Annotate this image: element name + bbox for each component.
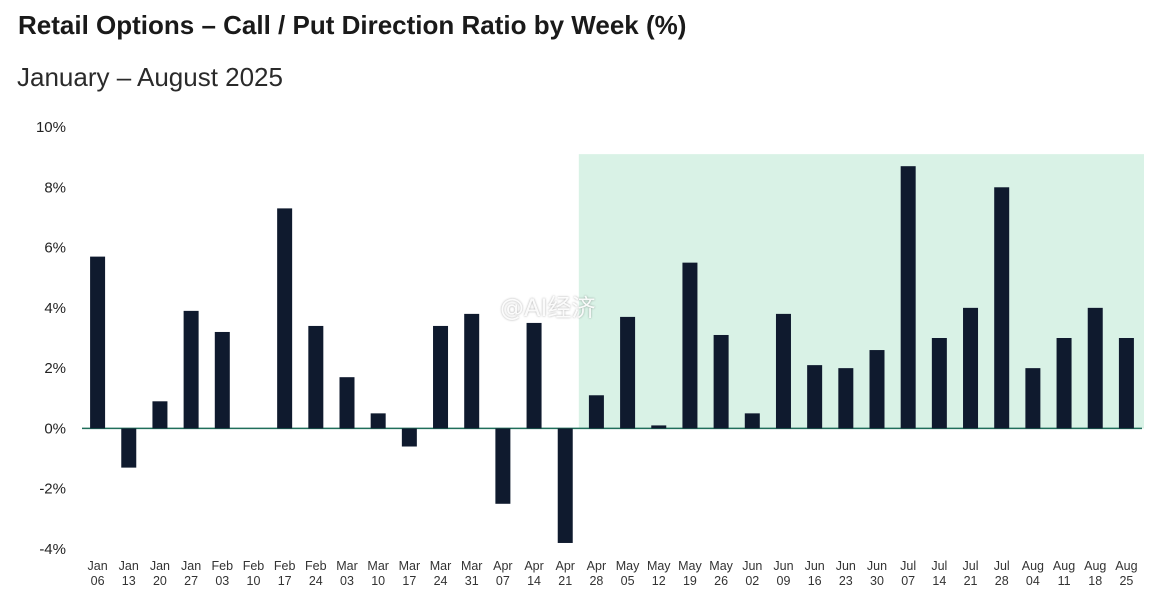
x-tick-label: Jun 30: [867, 559, 887, 588]
bar-jan-20: [152, 401, 168, 429]
x-tick-label: Jan 20: [150, 559, 170, 588]
bar-apr-07: [495, 428, 511, 504]
y-tick-label: 0%: [44, 420, 66, 437]
bar-aug-04: [1025, 368, 1041, 429]
x-tick-label: May 26: [709, 559, 733, 588]
x-tick-label: Aug 11: [1053, 559, 1075, 588]
y-tick-label: -4%: [39, 541, 66, 558]
bar-jun-30: [869, 350, 885, 429]
bar-may-12: [651, 425, 667, 429]
x-tick-label: Aug 18: [1084, 559, 1106, 588]
bars-layer: [90, 166, 1134, 543]
chart-title: Retail Options – Call / Put Direction Ra…: [18, 10, 687, 40]
highlight-region-layer: [578, 154, 1144, 429]
x-tick-label: Apr 07: [493, 559, 512, 588]
x-tick-label: Jun 16: [805, 559, 825, 588]
x-tick-label: Feb 10: [243, 559, 265, 588]
x-tick-label: Jan 27: [181, 559, 201, 588]
x-tick-label: Jan 06: [88, 559, 108, 588]
x-tick-label: May 19: [678, 559, 702, 588]
bar-mar-03: [339, 377, 355, 429]
x-tick-label: Jul 07: [900, 559, 916, 588]
chart-subtitle: January – August 2025: [17, 62, 283, 92]
x-tick-label: Jun 02: [742, 559, 762, 588]
bar-mar-10: [370, 413, 386, 429]
x-tick-label: Apr 14: [524, 559, 543, 588]
bar-jun-16: [807, 365, 823, 429]
bar-jul-28: [994, 187, 1010, 429]
y-tick-labels: -4% -2% 0% 2% 4% 6% 8% 10%: [36, 119, 66, 558]
bar-jun-09: [775, 313, 791, 429]
bar-apr-28: [588, 395, 604, 429]
bar-may-05: [620, 316, 636, 429]
bar-apr-21: [557, 428, 573, 543]
x-tick-label: Mar 03: [336, 559, 358, 588]
y-tick-label: 8%: [44, 179, 66, 196]
bar-feb-24: [308, 325, 324, 429]
x-tick-label: Jul 28: [994, 559, 1010, 588]
x-tick-label: Jul 21: [963, 559, 979, 588]
highlight-region: [578, 154, 1144, 429]
x-tick-label: Jun 23: [836, 559, 856, 588]
bar-mar-31: [464, 313, 480, 429]
bar-aug-18: [1087, 307, 1103, 429]
x-tick-label: Apr 21: [556, 559, 575, 588]
x-tick-label: Mar 17: [399, 559, 421, 588]
y-tick-label: 10%: [36, 119, 66, 136]
bar-jan-27: [183, 310, 199, 429]
x-tick-label: Feb 17: [274, 559, 296, 588]
x-tick-label: Mar 24: [430, 559, 452, 588]
bar-mar-17: [401, 428, 417, 447]
y-tick-label: 6%: [44, 240, 66, 257]
x-tick-label: Mar 10: [367, 559, 389, 588]
bar-jul-21: [963, 307, 979, 429]
x-tick-label: May 05: [616, 559, 640, 588]
bar-aug-25: [1118, 338, 1134, 429]
x-tick-label: Mar 31: [461, 559, 483, 588]
x-tick-label: Apr 28: [587, 559, 606, 588]
x-tick-label: Jan 13: [119, 559, 139, 588]
y-tick-label: 4%: [44, 300, 66, 317]
x-tick-label: Jul 14: [931, 559, 947, 588]
x-tick-labels: Jan 06 Jan 13 Jan 20 Jan 27 Feb 03 Feb 10 Feb 17 Feb 24…: [88, 559, 1138, 588]
bar-mar-24: [433, 325, 449, 429]
y-tick-label: 2%: [44, 360, 66, 377]
x-tick-label: Feb 24: [305, 559, 327, 588]
x-tick-label: Feb 03: [212, 559, 234, 588]
watermark-text: @AI经济: [500, 294, 596, 322]
bar-jul-14: [931, 338, 947, 429]
x-tick-label: May 12: [647, 559, 671, 588]
bar-jan-13: [121, 428, 137, 468]
x-tick-label: Jun 09: [773, 559, 793, 588]
bar-may-26: [713, 334, 729, 429]
bar-feb-03: [214, 331, 230, 429]
bar-apr-14: [526, 322, 542, 429]
bar-jun-02: [744, 413, 760, 429]
bar-feb-17: [277, 208, 293, 429]
bar-may-19: [682, 262, 698, 429]
bar-jan-06: [90, 256, 106, 429]
x-tick-label: Aug 25: [1115, 559, 1137, 588]
y-tick-label: -2%: [39, 481, 66, 498]
bar-aug-11: [1056, 338, 1072, 429]
bar-jun-23: [838, 368, 854, 429]
bar-jul-07: [900, 166, 916, 429]
x-tick-label: Aug 04: [1022, 559, 1044, 588]
